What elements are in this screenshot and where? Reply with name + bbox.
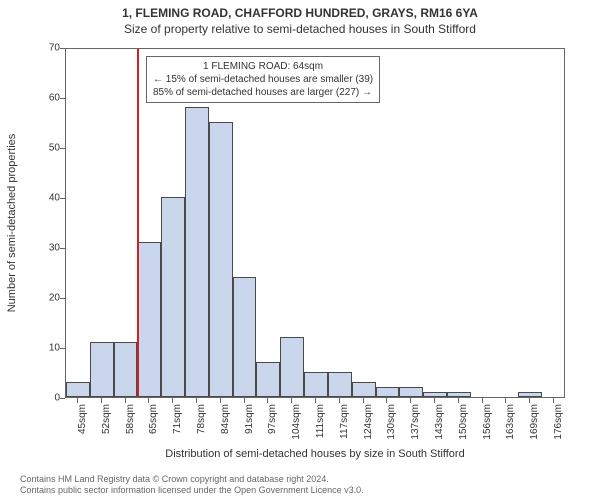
- x-tick-label: 45sqm: [77, 404, 88, 450]
- x-tick-label: 137sqm: [410, 404, 421, 450]
- x-tick-label: 65sqm: [148, 404, 159, 450]
- x-tick-mark: [553, 398, 554, 403]
- histogram-bar: [185, 107, 209, 397]
- x-tick-mark: [505, 398, 506, 403]
- x-tick-mark: [458, 398, 459, 403]
- histogram-bar: [376, 387, 400, 397]
- y-tick-label: 0: [5, 393, 60, 404]
- x-tick-label: 124sqm: [363, 404, 374, 450]
- x-tick-mark: [172, 398, 173, 403]
- y-tick-mark: [60, 98, 65, 99]
- y-tick-mark: [60, 348, 65, 349]
- histogram-bar: [66, 382, 90, 397]
- histogram-bar: [447, 392, 471, 397]
- y-tick-label: 60: [5, 93, 60, 104]
- x-tick-label: 52sqm: [101, 404, 112, 450]
- histogram-bar: [114, 342, 138, 397]
- histogram-bar: [137, 242, 161, 397]
- histogram-bar: [352, 382, 376, 397]
- y-tick-mark: [60, 148, 65, 149]
- histogram-bar: [90, 342, 114, 397]
- histogram-bar: [304, 372, 328, 397]
- x-tick-label: 143sqm: [434, 404, 445, 450]
- x-tick-mark: [386, 398, 387, 403]
- y-tick-mark: [60, 248, 65, 249]
- y-tick-mark: [60, 398, 65, 399]
- y-tick-label: 70: [5, 43, 60, 54]
- histogram-bar: [280, 337, 304, 397]
- x-tick-label: 156sqm: [482, 404, 493, 450]
- y-tick-mark: [60, 198, 65, 199]
- chart-title-sub: Size of property relative to semi-detach…: [0, 22, 600, 36]
- x-tick-mark: [363, 398, 364, 403]
- y-tick-mark: [60, 298, 65, 299]
- x-tick-label: 97sqm: [267, 404, 278, 450]
- x-tick-label: 58sqm: [125, 404, 136, 450]
- histogram-bar: [209, 122, 233, 397]
- x-tick-label: 169sqm: [529, 404, 540, 450]
- plot-area: 1 FLEMING ROAD: 64sqm← 15% of semi-detac…: [65, 48, 565, 398]
- x-tick-mark: [410, 398, 411, 403]
- footer-line-2: Contains public sector information licen…: [20, 485, 364, 496]
- histogram-bar: [233, 277, 257, 397]
- histogram-bar: [518, 392, 542, 397]
- histogram-bar: [256, 362, 280, 397]
- x-tick-label: 91sqm: [244, 404, 255, 450]
- x-axis-label: Distribution of semi-detached houses by …: [65, 448, 565, 460]
- y-tick-label: 10: [5, 343, 60, 354]
- footer-line-1: Contains HM Land Registry data © Crown c…: [20, 474, 364, 485]
- y-tick-label: 20: [5, 293, 60, 304]
- x-tick-label: 130sqm: [386, 404, 397, 450]
- x-tick-label: 104sqm: [291, 404, 302, 450]
- x-tick-label: 71sqm: [172, 404, 183, 450]
- histogram-bar: [161, 197, 185, 397]
- info-line: ← 15% of semi-detached houses are smalle…: [153, 73, 373, 86]
- x-tick-label: 117sqm: [339, 404, 350, 450]
- reference-vline: [137, 49, 139, 397]
- x-tick-label: 78sqm: [196, 404, 207, 450]
- histogram-bar: [423, 392, 447, 397]
- x-tick-mark: [529, 398, 530, 403]
- x-tick-mark: [267, 398, 268, 403]
- x-tick-label: 111sqm: [315, 404, 326, 450]
- x-tick-mark: [244, 398, 245, 403]
- x-tick-mark: [148, 398, 149, 403]
- footer-attribution: Contains HM Land Registry data © Crown c…: [20, 474, 364, 496]
- x-tick-mark: [220, 398, 221, 403]
- x-tick-mark: [125, 398, 126, 403]
- y-tick-label: 30: [5, 243, 60, 254]
- x-tick-label: 84sqm: [220, 404, 231, 450]
- x-tick-mark: [77, 398, 78, 403]
- chart-title-main: 1, FLEMING ROAD, CHAFFORD HUNDRED, GRAYS…: [0, 6, 600, 20]
- x-tick-label: 176sqm: [553, 404, 564, 450]
- histogram-bar: [328, 372, 352, 397]
- x-tick-mark: [101, 398, 102, 403]
- x-tick-mark: [196, 398, 197, 403]
- x-tick-mark: [482, 398, 483, 403]
- y-tick-mark: [60, 48, 65, 49]
- y-tick-label: 50: [5, 143, 60, 154]
- info-annotation-box: 1 FLEMING ROAD: 64sqm← 15% of semi-detac…: [146, 56, 380, 103]
- x-tick-mark: [291, 398, 292, 403]
- info-line: 85% of semi-detached houses are larger (…: [153, 86, 373, 99]
- x-tick-mark: [434, 398, 435, 403]
- x-tick-label: 163sqm: [505, 404, 516, 450]
- x-tick-mark: [315, 398, 316, 403]
- x-tick-mark: [339, 398, 340, 403]
- info-line: 1 FLEMING ROAD: 64sqm: [153, 60, 373, 73]
- histogram-bar: [399, 387, 423, 397]
- x-tick-label: 150sqm: [458, 404, 469, 450]
- y-tick-label: 40: [5, 193, 60, 204]
